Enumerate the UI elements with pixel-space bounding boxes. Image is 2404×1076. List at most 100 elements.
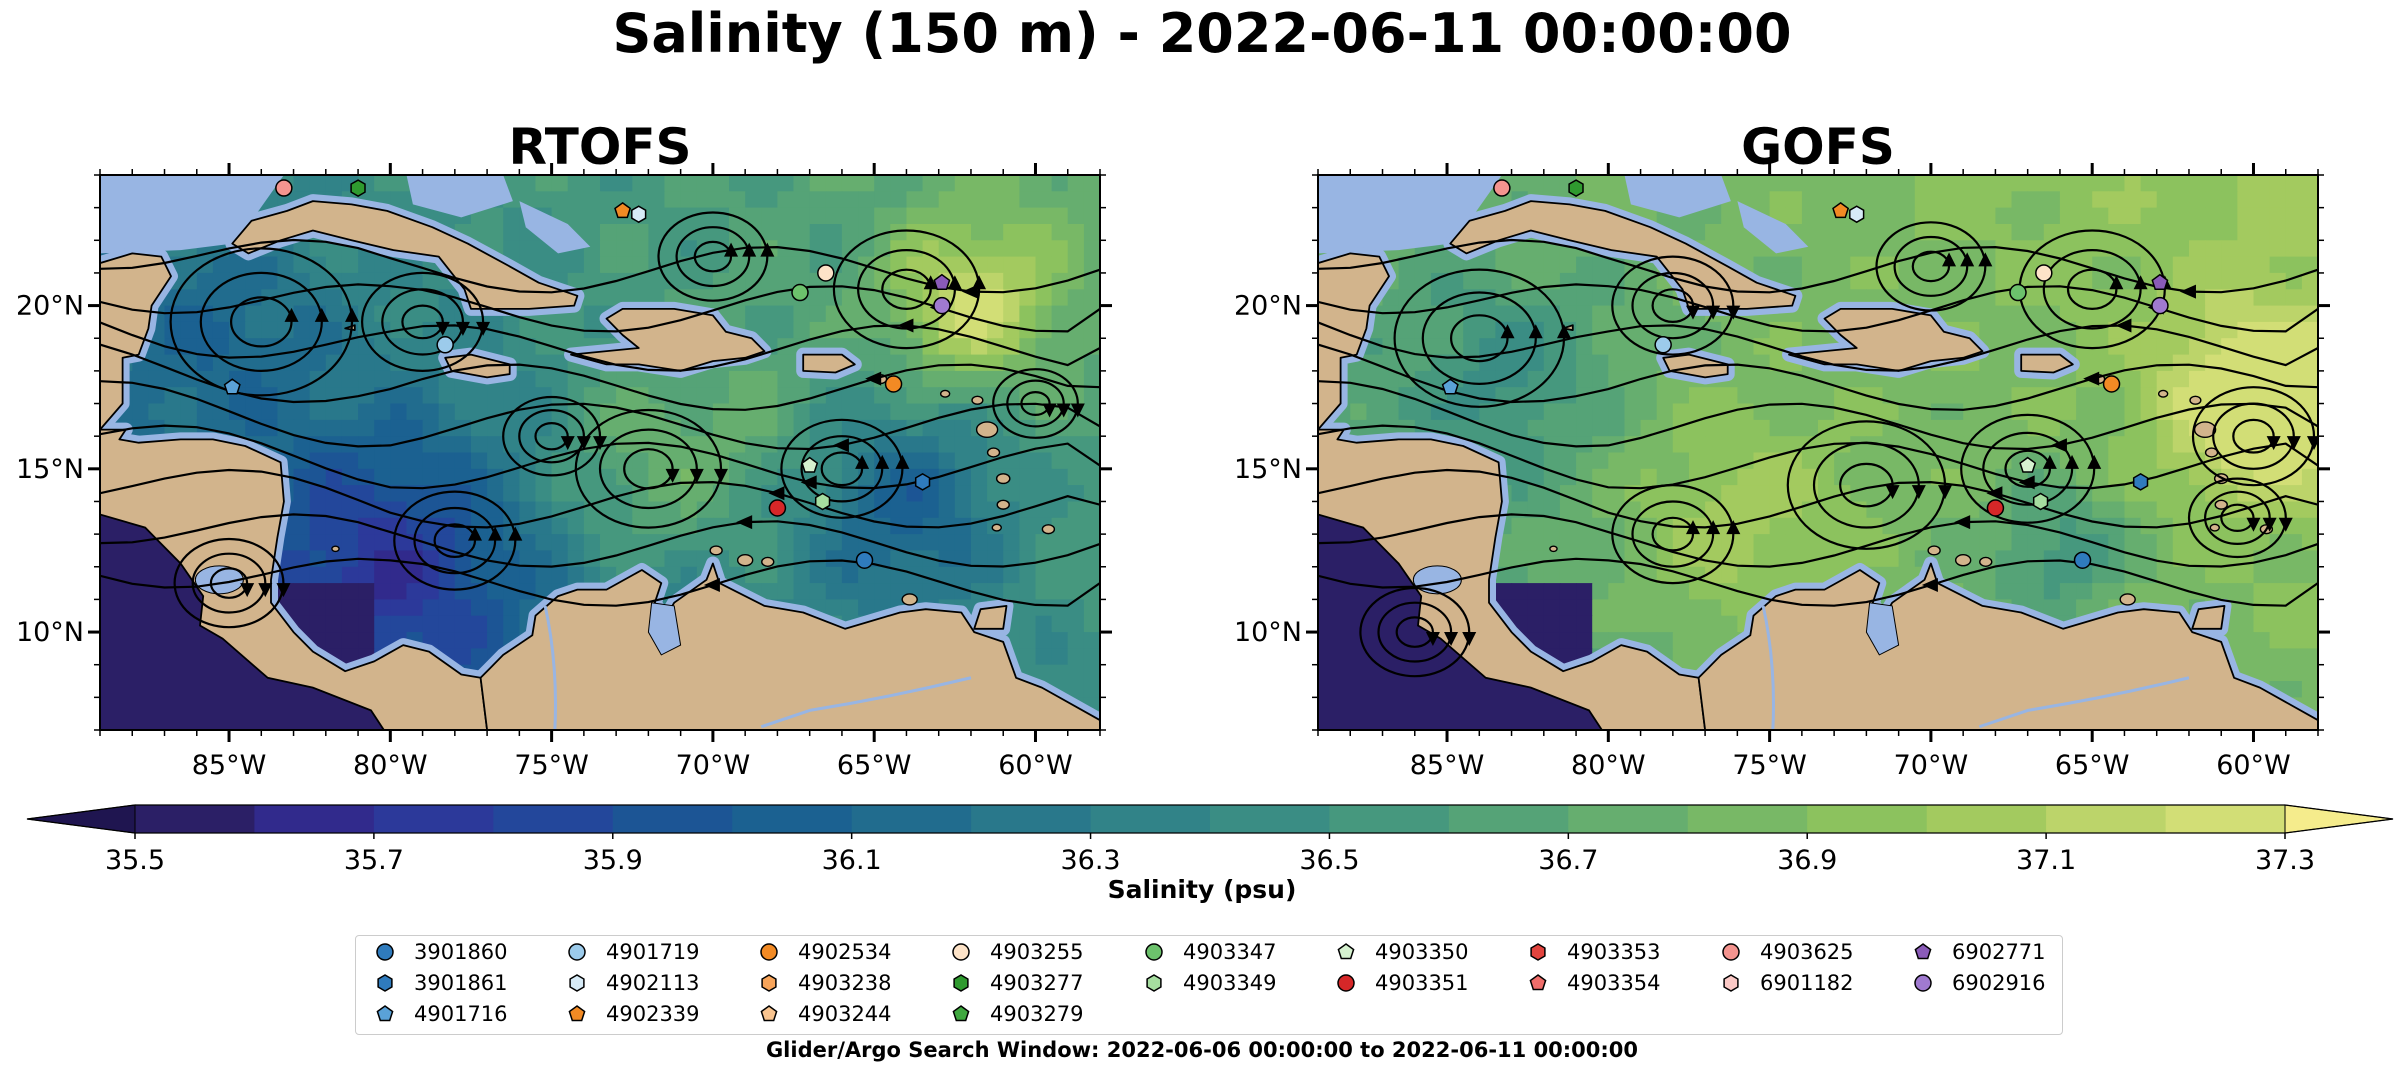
- observation-markers: [223, 179, 951, 569]
- figure-title: Salinity (150 m) - 2022-06-11 00:00:00: [612, 2, 1792, 65]
- lake-maracaibo: [647, 602, 682, 656]
- map-frame: [1317, 174, 2319, 731]
- colorbar-swatch: [373, 805, 495, 833]
- legend-marker-icon: [377, 974, 393, 992]
- colorbar-tick-label: 36.9: [1777, 845, 1837, 876]
- colorbar-swatch: [1926, 805, 2047, 833]
- colorbar-swatch: [971, 805, 1092, 833]
- small-island: [995, 473, 1011, 485]
- legend-marker-icon: [568, 943, 586, 961]
- legend-marker-4902339: [568, 1005, 586, 1022]
- float-marker-6902771: [2151, 273, 2169, 290]
- legend-item-4901719: 4901719: [562, 937, 700, 967]
- small-island: [986, 447, 1001, 458]
- float-marker-4903255: [2035, 264, 2053, 282]
- land-yucatan: [100, 252, 172, 431]
- legend-marker-4903255: [952, 943, 970, 961]
- small-island: [1979, 556, 1993, 567]
- colorbar-tick-label: 36.1: [822, 845, 882, 876]
- legend-marker-icon: [760, 1005, 778, 1022]
- small-island: [1927, 545, 1941, 556]
- legend-label: 4903347: [1183, 940, 1277, 964]
- legend-label: 4903349: [1183, 971, 1277, 995]
- land-puertorico: [802, 353, 856, 374]
- y-tick-label: 10°N: [16, 617, 84, 648]
- float-marker-4903350: [801, 456, 819, 473]
- x-tick-label: 75°W: [514, 750, 589, 781]
- legend-marker-4903351: [1337, 974, 1355, 992]
- small-island: [901, 593, 918, 606]
- legend-marker-4903244: [760, 1005, 778, 1022]
- small-island: [761, 556, 775, 567]
- land-hispaniola: [1788, 308, 1984, 372]
- legend-label: 4903244: [798, 1002, 892, 1026]
- legend-marker-icon: [1723, 974, 1739, 992]
- legend-marker-4901719: [568, 943, 586, 961]
- float-marker-4902534: [884, 375, 903, 393]
- tick-marks: [1306, 163, 2330, 742]
- legend-marker-3901860: [376, 943, 394, 961]
- colorbar-swatch: [493, 805, 614, 833]
- legend-item-4902113: 4902113: [562, 968, 700, 998]
- float-marker-4902534: [2102, 375, 2121, 393]
- legend-item-4903350: 4903350: [1331, 937, 1469, 967]
- search-window-note: Glider/Argo Search Window: 2022-06-06 00…: [765, 1038, 1639, 1062]
- legend-marker-6902771: [1914, 943, 1932, 960]
- bahamas-shelf: [1737, 201, 1809, 254]
- legend-label: 4901716: [414, 1002, 508, 1026]
- small-island: [2157, 389, 2169, 398]
- bahamas-shelf: [519, 201, 591, 254]
- legend-label: 4903255: [990, 940, 1084, 964]
- small-island: [991, 523, 1002, 532]
- float-marker-3901860: [2073, 551, 2092, 569]
- legend-marker-4902534: [760, 943, 778, 961]
- x-tick-label: 60°W: [2216, 750, 2291, 781]
- float-marker-6902916: [2151, 296, 2169, 315]
- small-island: [2214, 499, 2228, 510]
- small-island: [1954, 554, 1972, 567]
- land-yucatan: [1318, 252, 1390, 431]
- x-tick-label: 70°W: [1894, 750, 1969, 781]
- legend-marker-4903625: [1722, 943, 1740, 961]
- legend-label: 4903277: [990, 971, 1084, 995]
- streamline-arrows: [1425, 252, 2318, 647]
- map-svg: 85°W 80°W 75°W 70°W 65°W 60°W 10°N 15°N 20°N: [1234, 163, 2330, 781]
- colorbar-tick-label: 35.9: [583, 845, 643, 876]
- legend-marker-icon: [568, 1005, 586, 1022]
- float-marker-4902339: [1832, 201, 1850, 219]
- small-island: [2209, 523, 2220, 532]
- colorbar-swatch: [1210, 805, 1331, 833]
- salinity-field: [100, 175, 1100, 730]
- legend-label: 4903354: [1567, 971, 1661, 995]
- legend-marker-icon: [1530, 943, 1546, 961]
- legend-marker-4903350: [1337, 943, 1355, 960]
- legend-label: 4903353: [1567, 940, 1661, 964]
- legend-marker-6901182: [1723, 974, 1739, 992]
- legend-item-4901716: 4901716: [370, 999, 508, 1029]
- float-marker-3901861: [914, 473, 931, 491]
- float-marker-4901719: [436, 336, 454, 354]
- float-marker-4903347: [791, 283, 809, 302]
- float-marker-4903349: [2032, 492, 2049, 511]
- legend-marker-4903238: [761, 974, 777, 992]
- bahamas-shelf: [406, 175, 513, 218]
- legend-item-4903625: 4903625: [1716, 937, 1854, 967]
- float-marker-4903349: [814, 492, 831, 511]
- y-tick-label: 20°N: [1234, 291, 1302, 322]
- land-cuba: [1449, 200, 1797, 310]
- land-cuba: [231, 200, 579, 310]
- legend-item-4903244: 4903244: [754, 999, 892, 1029]
- observation-markers: [1441, 179, 2169, 569]
- x-tick-label: 65°W: [2055, 750, 2130, 781]
- legend-marker-icon: [1337, 974, 1355, 992]
- gofs-panel-title: GOFS: [1741, 118, 1895, 176]
- float-marker-4903351: [1986, 499, 2005, 517]
- x-tick-label: 65°W: [837, 750, 912, 781]
- float-marker-4903625: [1493, 179, 1511, 197]
- legend-marker-icon: [1145, 943, 1163, 961]
- legend-marker-icon: [1722, 943, 1740, 961]
- legend-label: 4903351: [1375, 971, 1469, 995]
- legend-marker-icon: [1914, 974, 1932, 992]
- colorbar-swatch: [851, 805, 972, 833]
- legend-item-3901861: 3901861: [370, 968, 508, 998]
